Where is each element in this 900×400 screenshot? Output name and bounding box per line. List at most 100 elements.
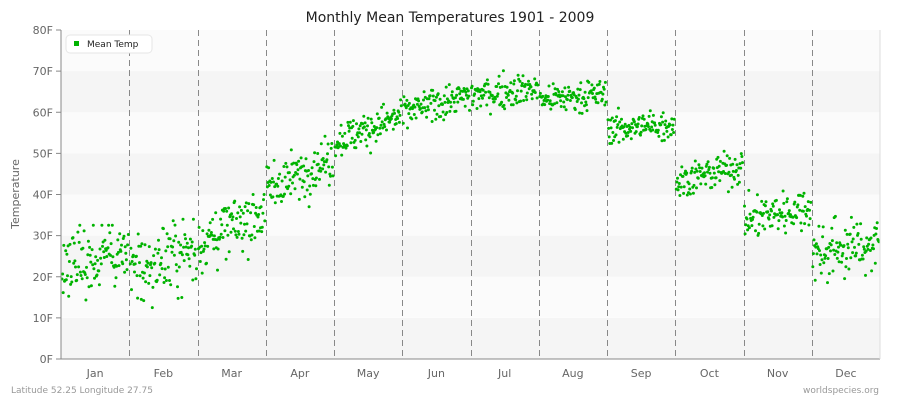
data-point xyxy=(594,97,598,101)
data-point xyxy=(306,174,310,178)
data-point xyxy=(431,88,435,92)
data-point xyxy=(108,231,112,235)
data-point xyxy=(693,170,697,174)
data-point xyxy=(424,109,428,113)
data-point xyxy=(369,117,373,121)
legend: Mean Temp xyxy=(65,34,153,54)
data-point xyxy=(388,120,392,124)
data-point xyxy=(763,204,767,208)
data-point xyxy=(184,237,187,241)
data-point xyxy=(493,97,497,101)
data-point xyxy=(778,208,781,212)
data-point xyxy=(382,102,385,106)
data-point xyxy=(163,276,167,280)
data-point xyxy=(699,182,703,186)
data-point xyxy=(393,111,396,115)
data-point xyxy=(564,108,568,112)
data-point xyxy=(194,277,198,281)
data-point xyxy=(75,273,79,277)
data-point xyxy=(479,94,483,98)
data-point xyxy=(140,242,144,246)
data-point xyxy=(818,263,822,266)
data-point xyxy=(647,114,651,118)
data-point xyxy=(445,111,449,114)
y-tick-label: 70F xyxy=(33,65,53,78)
data-point xyxy=(821,235,825,239)
data-point xyxy=(725,154,729,158)
data-point xyxy=(134,254,138,258)
data-point xyxy=(97,283,101,287)
data-point xyxy=(239,208,243,212)
data-point xyxy=(698,166,702,170)
data-point xyxy=(565,98,569,102)
x-tick-label-nov: Nov xyxy=(767,367,789,380)
data-point xyxy=(159,261,163,265)
data-point xyxy=(747,226,751,230)
data-point xyxy=(187,246,190,250)
data-point xyxy=(207,228,211,232)
data-point xyxy=(75,278,79,282)
data-point xyxy=(573,108,577,111)
data-point xyxy=(731,162,735,166)
data-point xyxy=(326,142,330,146)
data-point xyxy=(240,236,244,240)
data-point xyxy=(505,96,508,99)
data-point xyxy=(781,215,784,219)
data-point xyxy=(659,123,663,127)
data-point xyxy=(812,238,816,242)
data-point xyxy=(527,87,531,91)
data-point xyxy=(819,253,823,257)
data-point xyxy=(833,253,837,256)
data-point xyxy=(706,170,709,174)
data-point xyxy=(644,127,648,131)
data-point xyxy=(201,249,205,253)
data-point xyxy=(835,241,839,245)
data-point xyxy=(695,186,698,190)
data-point xyxy=(682,185,686,189)
data-point xyxy=(417,99,421,103)
data-point xyxy=(546,95,550,98)
data-point xyxy=(145,265,149,269)
data-point xyxy=(857,242,861,246)
data-point xyxy=(718,179,722,183)
data-point xyxy=(516,73,520,77)
data-point xyxy=(153,247,157,251)
data-point xyxy=(364,128,368,132)
data-point xyxy=(407,112,411,116)
data-point xyxy=(329,174,332,178)
data-point xyxy=(533,91,537,94)
data-point xyxy=(123,245,127,249)
data-point xyxy=(347,124,350,128)
data-point xyxy=(714,176,718,180)
data-point xyxy=(260,225,264,229)
data-point xyxy=(521,74,525,78)
data-point xyxy=(651,128,655,132)
data-point xyxy=(406,126,409,130)
data-point xyxy=(130,260,134,263)
data-point xyxy=(795,216,799,220)
data-point xyxy=(183,233,187,237)
plot-background-bands xyxy=(61,30,880,359)
data-point xyxy=(212,247,216,251)
data-point xyxy=(873,261,877,265)
data-points xyxy=(60,69,881,310)
data-point xyxy=(230,218,234,222)
data-point xyxy=(177,240,181,244)
data-point xyxy=(283,175,287,179)
data-point xyxy=(378,132,382,136)
data-point xyxy=(262,198,265,202)
data-point xyxy=(375,126,379,130)
data-point xyxy=(551,82,555,86)
data-point xyxy=(468,108,471,112)
data-point xyxy=(190,240,194,244)
data-point xyxy=(559,99,563,103)
data-point xyxy=(685,171,689,175)
data-point xyxy=(326,152,329,156)
data-point xyxy=(146,261,150,265)
data-point xyxy=(219,217,223,221)
data-point xyxy=(629,137,633,141)
data-point xyxy=(232,227,235,231)
data-point xyxy=(398,113,402,117)
data-point xyxy=(782,201,786,205)
data-point xyxy=(671,123,675,127)
